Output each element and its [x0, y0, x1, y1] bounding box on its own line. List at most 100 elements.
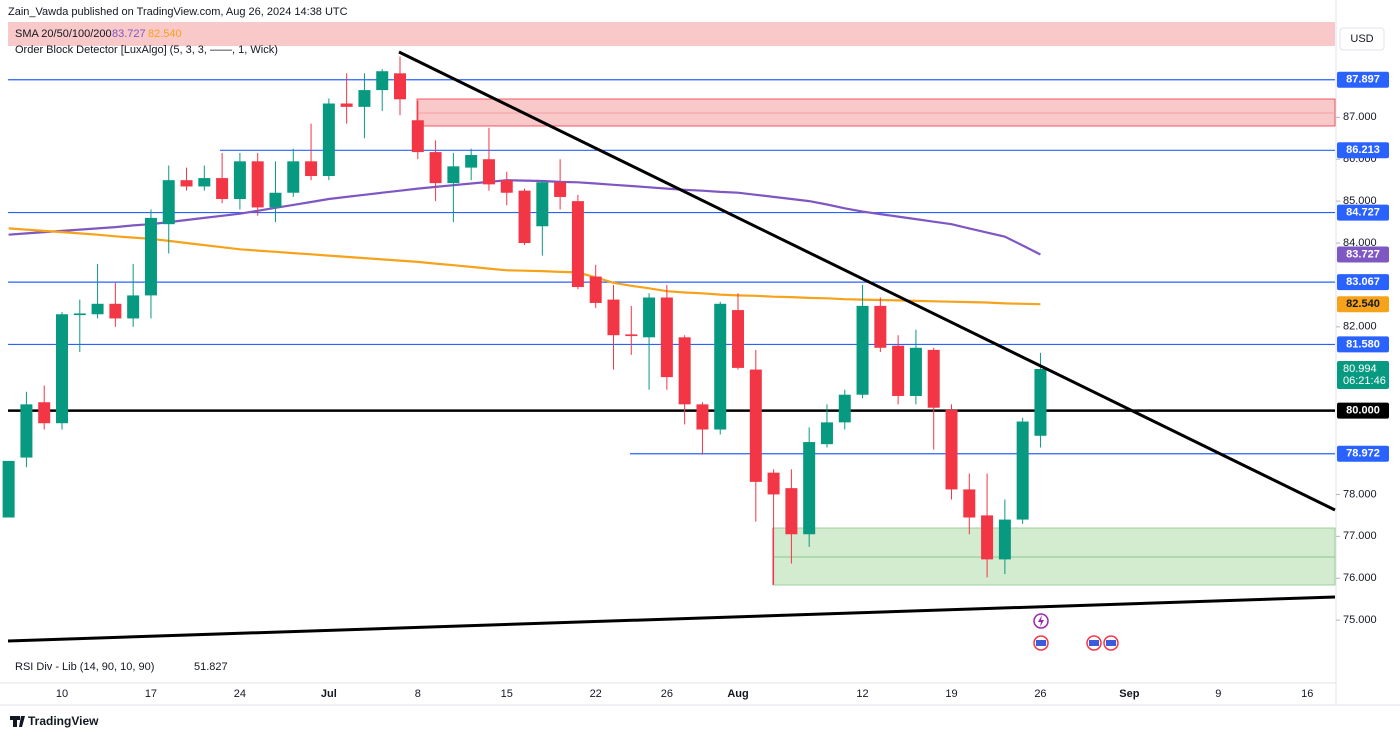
candle-body — [607, 299, 620, 336]
candles — [2, 56, 1047, 585]
candle-body — [767, 472, 780, 495]
sma-legend-value: 83.727 — [112, 28, 146, 40]
level-tag — [1337, 142, 1389, 159]
candle-body — [20, 404, 33, 458]
candle-body — [73, 313, 86, 316]
level-tag-label: 84.727 — [1346, 206, 1380, 218]
level-tag — [1337, 336, 1389, 353]
candle-body — [963, 489, 976, 518]
level-tag — [1337, 445, 1389, 462]
close-tag — [1337, 360, 1389, 389]
x-tick-label: Jul — [321, 688, 337, 700]
candle-body — [536, 182, 549, 227]
sma-line — [8, 179, 1041, 256]
candle-body — [56, 314, 68, 424]
currency-box[interactable] — [1339, 27, 1385, 51]
x-tick-label: 19 — [945, 688, 957, 700]
x-tick-label: 16 — [1301, 688, 1313, 700]
x-tick-label: 17 — [145, 688, 157, 700]
candle-body — [465, 155, 478, 168]
candle-body — [660, 297, 673, 378]
candle-body — [269, 192, 282, 208]
y-tick-label: 77.000 — [1343, 530, 1377, 542]
candle-body — [518, 190, 531, 244]
candle-body — [500, 180, 513, 193]
x-tick-label: 26 — [661, 688, 673, 700]
candle-body — [251, 161, 264, 208]
candle-body — [571, 201, 584, 288]
candle-body — [376, 71, 389, 91]
candle-body — [358, 90, 371, 107]
candle-body — [589, 276, 602, 303]
candle-body — [927, 349, 940, 408]
candle-body — [803, 442, 816, 535]
candle-body — [874, 305, 887, 348]
event-icon-bolt — [1038, 615, 1044, 627]
level-tag-label: 83.067 — [1346, 276, 1380, 288]
candle-body — [678, 337, 691, 405]
candle-body — [945, 409, 958, 490]
candle-body — [1016, 421, 1029, 520]
candle-body — [233, 161, 246, 200]
close-tag-label: 80.994 — [1343, 363, 1377, 375]
candle-body — [91, 303, 104, 315]
candle-body — [892, 345, 905, 396]
x-tick-label: 24 — [234, 688, 246, 700]
candle-body — [340, 103, 353, 107]
candle-body — [1034, 368, 1047, 436]
candle-body — [838, 394, 851, 423]
candle-body — [696, 404, 709, 430]
level-tag — [1337, 274, 1389, 291]
candle-body — [322, 103, 335, 176]
candle-body — [38, 402, 51, 424]
candle-body — [2, 460, 15, 518]
level-tag-label: 81.580 — [1346, 338, 1380, 350]
sma-tag — [1337, 246, 1389, 263]
candle-body — [820, 422, 833, 445]
y-tick-label: 84.000 — [1343, 237, 1377, 249]
y-tick-label: 78.000 — [1343, 488, 1377, 500]
candle-body — [394, 73, 407, 100]
candle-body — [411, 120, 424, 153]
level-tag-label: 86.213 — [1346, 144, 1380, 156]
candle-body — [856, 305, 869, 395]
sma-tag-label: 82.540 — [1346, 298, 1380, 310]
level-tag-label: 78.972 — [1346, 448, 1380, 460]
level-tag-label: 87.897 — [1346, 74, 1380, 86]
candle-body — [998, 519, 1011, 560]
candle-body — [981, 515, 994, 560]
x-tick-label: 26 — [1034, 688, 1046, 700]
candle-body — [144, 217, 157, 296]
x-axis: 10 17 24 Jul 8 15 22 26 Aug 12 19 26 Sep 9 16 — [56, 688, 1314, 700]
candle-body — [785, 488, 798, 535]
candle-body — [643, 297, 656, 338]
order-block-top — [8, 22, 1335, 46]
sma-tag-label: 83.727 — [1346, 248, 1380, 260]
level-tag — [1337, 402, 1389, 419]
level-tag-label: 80.000 — [1346, 405, 1380, 417]
countdown: 06:21:46 — [1343, 375, 1386, 387]
candle-body — [909, 347, 922, 396]
logo: TradingView — [28, 714, 99, 728]
x-tick-label: 9 — [1215, 688, 1221, 700]
level-tag — [1337, 71, 1389, 88]
x-tick-label: 10 — [56, 688, 68, 700]
x-tick-label: 22 — [590, 688, 602, 700]
candle-body — [429, 152, 442, 184]
logo-icon — [10, 716, 25, 727]
candle-body — [216, 178, 229, 200]
sma-line — [8, 227, 1041, 306]
candle-body — [749, 369, 762, 482]
x-tick-label: Sep — [1119, 688, 1139, 700]
published: Zain_Vawda published on TradingView.com,… — [8, 6, 348, 18]
x-tick-label: Aug — [727, 688, 748, 700]
candle-body — [554, 182, 567, 197]
candle-body — [732, 310, 745, 368]
candle-body — [287, 161, 300, 193]
sma-lines — [8, 179, 1041, 306]
x-tick-label: 15 — [501, 688, 513, 700]
candle-body — [180, 180, 193, 187]
candle-body — [127, 295, 140, 319]
x-tick-label: 12 — [856, 688, 868, 700]
